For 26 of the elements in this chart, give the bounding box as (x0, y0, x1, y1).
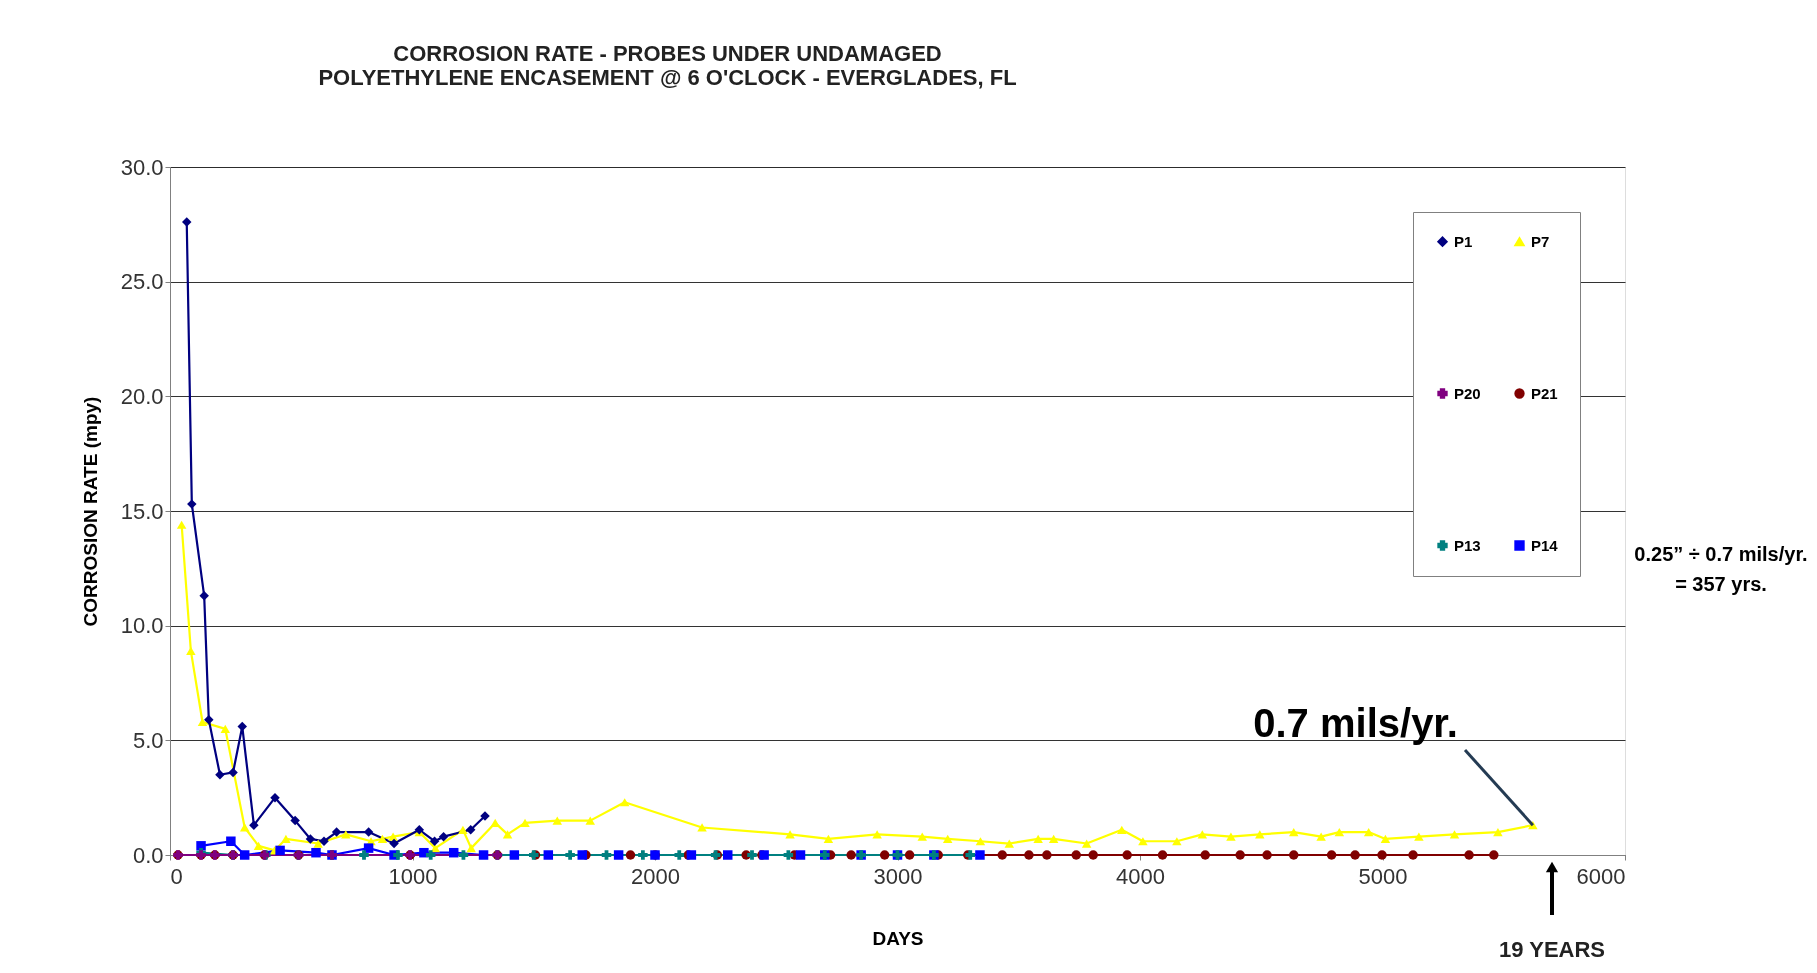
y-tick-label: 10.0 (120, 613, 164, 639)
legend-label: P13 (1454, 536, 1481, 554)
y-tick-label: 0.0 (132, 842, 164, 868)
x-axis-title: DAYS (872, 927, 924, 949)
y-tick-label: 20.0 (120, 383, 164, 409)
y-axis-title: CORROSION RATE (mpy) (79, 396, 101, 627)
x-tick-label: 0 (170, 863, 183, 889)
legend-label: P7 (1531, 232, 1550, 250)
x-tick-label: 3000 (873, 863, 923, 889)
legend-label: P21 (1531, 384, 1558, 402)
x-tick-label: 2000 (631, 863, 680, 889)
x-tick-label: 1000 (388, 863, 438, 889)
legend-label: P1 (1454, 232, 1473, 250)
y-tick-label: 5.0 (132, 727, 164, 753)
y-tick-label: 25.0 (120, 269, 164, 295)
x-tick-label: 4000 (1116, 863, 1165, 889)
y-tick-label: 30.0 (120, 154, 164, 180)
chart-title: CORROSION RATE - PROBES UNDER UNDAMAGED POLYETHYLENE ENCASEMENT @ 6 O'CLOCK - EVERGLADES, FL (318, 41, 1017, 90)
text: 0.25” ÷ 0.7 mils/yr. = 357 yrs. (1634, 543, 1808, 595)
x-tick-label: 5000 (1358, 863, 1408, 889)
legend-label: P14 (1531, 536, 1559, 554)
text: 19 YEARS (1499, 937, 1605, 962)
annotation: 0.7 mils/yr. (1253, 701, 1458, 746)
legend-label: P20 (1454, 384, 1481, 402)
x-tick-label: 6000 (1576, 863, 1626, 889)
y-tick-label: 15.0 (120, 498, 164, 524)
